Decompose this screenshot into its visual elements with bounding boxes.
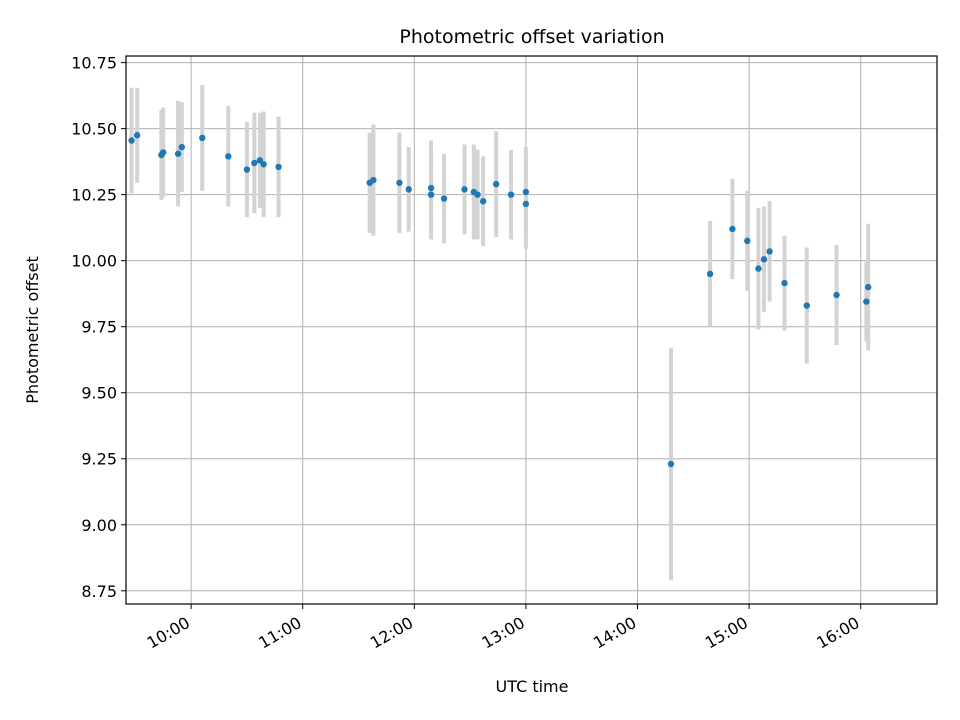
data-point (461, 186, 468, 193)
data-point (225, 153, 232, 160)
plot-frame (125, 55, 938, 605)
data-point (128, 137, 135, 144)
data-point (744, 237, 751, 245)
data-point (160, 149, 167, 156)
data-point (474, 191, 481, 198)
data-point (440, 195, 448, 202)
data-point (243, 166, 251, 173)
data-point (396, 179, 403, 186)
data-points (128, 132, 872, 468)
data-point (275, 163, 282, 171)
data-point (370, 176, 377, 184)
data-point (405, 186, 412, 193)
y-axis-ticks: 8.75 9.00 9.25 9.50 9.75 10.00 10.25 10.50 10.75 (71, 54, 126, 601)
data-point (729, 225, 736, 233)
data-point (766, 248, 773, 255)
data-point (507, 191, 515, 198)
data-point (260, 161, 267, 168)
data-point (251, 159, 258, 167)
y-tick-label: 9.50 (81, 384, 117, 403)
data-point (706, 270, 714, 278)
data-point (864, 283, 872, 291)
data-point (174, 150, 182, 157)
data-point (863, 298, 870, 305)
y-tick-label: 9.25 (81, 450, 117, 469)
data-point (492, 180, 500, 188)
data-point (833, 291, 840, 299)
data-point (427, 191, 435, 198)
data-point (522, 188, 530, 196)
data-point (178, 143, 186, 151)
data-point (133, 132, 141, 139)
y-tick-label: 9.00 (81, 516, 117, 535)
data-point (755, 265, 762, 272)
data-point (479, 198, 487, 205)
data-point (522, 200, 530, 208)
y-tick-label: 10.00 (71, 252, 117, 271)
y-tick-label: 10.50 (71, 120, 117, 139)
y-tick-label: 10.75 (71, 54, 117, 73)
y-axis-title: Photometric offset (23, 256, 42, 404)
data-point (667, 460, 675, 468)
chart-title: Photometric offset variation (399, 26, 664, 48)
y-tick-label: 8.75 (81, 582, 117, 601)
x-axis-title: UTC time (496, 677, 569, 696)
y-tick-label: 10.25 (71, 186, 117, 205)
data-point (760, 256, 768, 263)
data-point (427, 184, 435, 192)
grid (126, 56, 937, 604)
data-point (781, 279, 788, 287)
y-tick-label: 9.75 (81, 318, 117, 337)
data-point (199, 134, 206, 142)
data-point (803, 302, 810, 309)
